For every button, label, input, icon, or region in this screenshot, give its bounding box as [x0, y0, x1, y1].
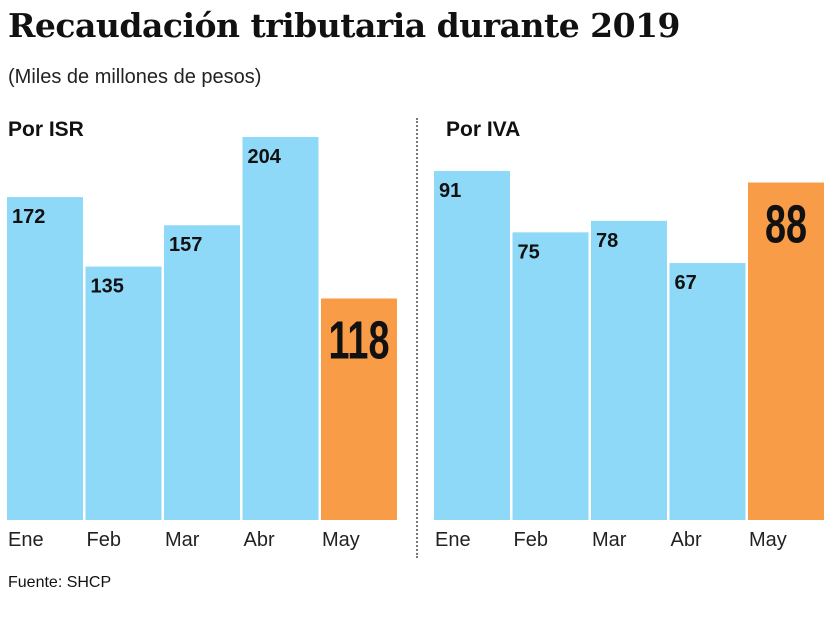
isr-value-label: 157 — [169, 234, 202, 256]
iva-value-label: 91 — [439, 180, 461, 202]
isr-bar-abr — [242, 137, 319, 520]
isr-category-label: May — [322, 529, 360, 551]
isr-value-label: 172 — [12, 206, 45, 228]
isr-panel-title: Por ISR — [8, 118, 84, 141]
isr-value-label: 204 — [248, 146, 282, 168]
iva-value-label: 78 — [596, 230, 618, 252]
iva-bar-may — [748, 182, 824, 520]
iva-bar-feb — [512, 232, 589, 520]
panel-divider — [416, 118, 418, 558]
iva-category-label: May — [749, 529, 787, 551]
isr-bar-ene — [7, 197, 83, 520]
isr-value-label: 118 — [329, 310, 390, 370]
iva-value-label: 67 — [675, 272, 697, 294]
iva-value-label: 75 — [518, 241, 540, 263]
isr-category-label: Ene — [8, 529, 44, 551]
iva-value-label: 88 — [765, 194, 807, 254]
isr-category-label: Abr — [244, 529, 275, 551]
chart-subtitle: (Miles de millones de pesos) — [8, 66, 262, 88]
isr-bar-may — [321, 298, 397, 520]
iva-bar-ene — [434, 171, 510, 520]
iva-panel-title: Por IVA — [446, 118, 521, 141]
iva-bar-mar — [591, 220, 667, 520]
iva-category-label: Abr — [671, 529, 702, 551]
isr-value-label: 135 — [91, 276, 124, 298]
iva-category-label: Mar — [592, 529, 627, 551]
isr-category-label: Mar — [165, 529, 200, 551]
iva-bar-abr — [669, 263, 746, 520]
isr-category-label: Feb — [87, 529, 121, 551]
iva-category-label: Feb — [514, 529, 548, 551]
source-note: Fuente: SHCP — [8, 574, 112, 591]
iva-category-label: Ene — [435, 529, 471, 551]
isr-bar-feb — [85, 266, 162, 520]
isr-bar-mar — [164, 225, 240, 521]
chart-title: Recaudación tributaria durante 2019 — [8, 6, 681, 45]
